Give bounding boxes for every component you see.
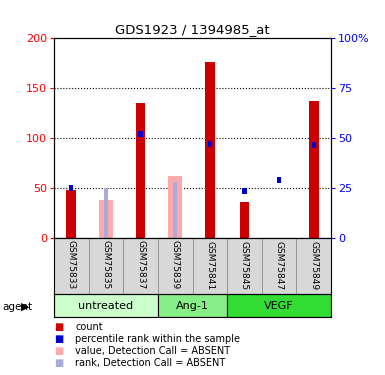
Bar — [208, 141, 212, 147]
Bar — [168, 176, 182, 238]
Text: ▶: ▶ — [21, 302, 30, 312]
Text: untreated: untreated — [78, 301, 134, 310]
Text: value, Detection Call = ABSENT: value, Detection Call = ABSENT — [75, 346, 230, 356]
Bar — [296, 238, 331, 294]
Bar — [104, 188, 108, 238]
Bar — [262, 238, 296, 294]
Bar — [89, 238, 123, 294]
Title: GDS1923 / 1394985_at: GDS1923 / 1394985_at — [115, 23, 270, 36]
Text: count: count — [75, 322, 103, 332]
Bar — [277, 177, 281, 183]
Text: GSM75841: GSM75841 — [205, 241, 214, 290]
Bar — [99, 200, 113, 238]
Text: percentile rank within the sample: percentile rank within the sample — [75, 334, 240, 344]
Text: VEGF: VEGF — [264, 301, 294, 310]
Bar — [227, 238, 262, 294]
Text: ■: ■ — [54, 322, 63, 332]
Bar — [205, 62, 215, 238]
Text: ■: ■ — [54, 334, 63, 344]
Bar — [312, 142, 316, 148]
Text: GSM75849: GSM75849 — [309, 241, 318, 290]
Bar — [139, 131, 142, 137]
Text: rank, Detection Call = ABSENT: rank, Detection Call = ABSENT — [75, 358, 225, 368]
Bar — [158, 294, 227, 317]
Bar — [69, 185, 73, 191]
Text: Ang-1: Ang-1 — [176, 301, 209, 310]
Text: GSM75833: GSM75833 — [67, 240, 76, 290]
Text: GSM75845: GSM75845 — [240, 241, 249, 290]
Bar — [243, 188, 246, 194]
Text: GSM75847: GSM75847 — [275, 241, 284, 290]
Bar — [66, 190, 76, 238]
Bar — [173, 182, 177, 238]
Bar — [54, 238, 89, 294]
Bar — [158, 238, 192, 294]
Bar — [123, 238, 158, 294]
Bar — [54, 294, 158, 317]
Text: agent: agent — [2, 302, 32, 312]
Text: GSM75837: GSM75837 — [136, 240, 145, 290]
Text: ■: ■ — [54, 346, 63, 356]
Bar — [239, 202, 249, 238]
Text: ■: ■ — [54, 358, 63, 368]
Text: GSM75835: GSM75835 — [101, 240, 110, 290]
Bar — [136, 103, 146, 238]
Bar — [227, 294, 331, 317]
Bar — [192, 238, 227, 294]
Bar — [309, 101, 319, 238]
Text: GSM75839: GSM75839 — [171, 240, 180, 290]
